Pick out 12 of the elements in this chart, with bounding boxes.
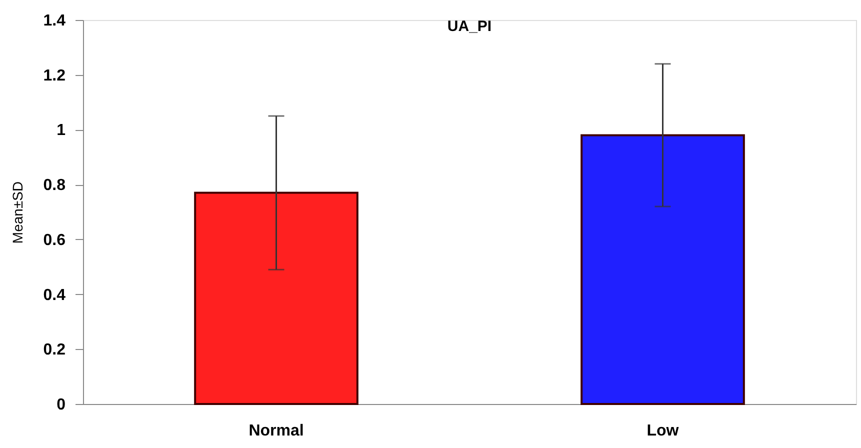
y-tick-label: 0.2 [43, 342, 66, 359]
y-tick-label: 0.6 [43, 232, 66, 249]
y-axis-title: Mean±SD [9, 181, 26, 244]
x-tick-label: Normal [248, 422, 304, 440]
y-tick-label: 0 [56, 396, 66, 414]
y-tick-label: 1.2 [43, 67, 66, 84]
chart-title: UA_PI [447, 18, 492, 35]
y-tick-label: 1.4 [43, 12, 66, 30]
y-tick-label: 0.4 [43, 286, 66, 304]
y-tick-label: 1 [56, 122, 66, 140]
y-tick-label: 0.8 [43, 177, 66, 194]
x-tick-label: Low [646, 422, 680, 440]
